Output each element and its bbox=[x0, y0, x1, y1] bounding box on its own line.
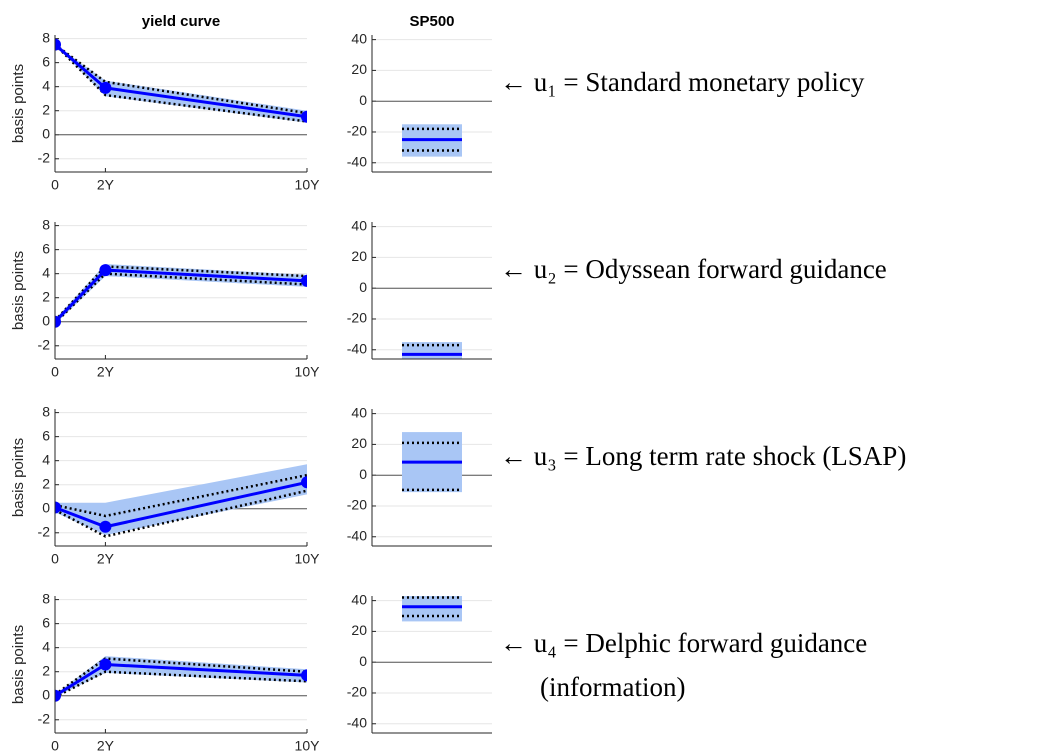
ci-line bbox=[55, 657, 307, 696]
y-tick-label: -40 bbox=[347, 714, 367, 730]
y-tick-label: 2 bbox=[42, 288, 50, 304]
y-tick-label: 40 bbox=[351, 591, 367, 607]
y-tick-label: 0 bbox=[42, 312, 50, 328]
y-tick-label: -40 bbox=[347, 340, 367, 356]
x-tick-label: 0 bbox=[51, 738, 59, 754]
y-tick-label: 40 bbox=[351, 30, 367, 46]
y-tick-label: 20 bbox=[351, 61, 367, 77]
y-tick-label: 6 bbox=[42, 614, 50, 630]
plot-area bbox=[55, 656, 307, 702]
y-tick-label: 20 bbox=[351, 622, 367, 638]
y-tick-label: 2 bbox=[42, 101, 50, 117]
y-tick-label: 0 bbox=[359, 466, 367, 482]
y-axis-label: basis points bbox=[10, 251, 27, 330]
y-tick-label: 0 bbox=[42, 499, 50, 515]
estimate-point bbox=[55, 38, 61, 51]
y-tick-label: -40 bbox=[347, 153, 367, 169]
x-tick-label: 0 bbox=[51, 364, 59, 380]
x-tick-label: 10Y bbox=[295, 738, 321, 754]
estimate-point bbox=[55, 315, 61, 328]
x-tick-label: 2Y bbox=[97, 551, 115, 567]
annotation: (information) bbox=[540, 672, 685, 702]
x-tick-label: 10Y bbox=[295, 551, 321, 567]
plot-area bbox=[402, 596, 462, 622]
x-tick-label: 2Y bbox=[97, 364, 115, 380]
y-tick-label: 8 bbox=[42, 216, 50, 232]
plot-area bbox=[55, 464, 307, 538]
y-tick-label: -20 bbox=[347, 123, 367, 139]
y-tick-label: 20 bbox=[351, 435, 367, 451]
confidence-band bbox=[402, 596, 462, 622]
y-tick-label: -20 bbox=[347, 497, 367, 513]
y-tick-label: 0 bbox=[42, 686, 50, 702]
y-tick-label: 4 bbox=[42, 638, 50, 654]
x-tick-label: 2Y bbox=[97, 177, 115, 193]
y-tick-label: 2 bbox=[42, 475, 50, 491]
estimate-point bbox=[55, 689, 61, 702]
plot-area bbox=[402, 432, 462, 493]
chart-title: yield curve bbox=[142, 13, 220, 30]
x-tick-label: 0 bbox=[51, 551, 59, 567]
estimate-point bbox=[99, 658, 112, 671]
confidence-band bbox=[55, 264, 307, 325]
estimate-point bbox=[301, 274, 307, 287]
y-tick-label: -20 bbox=[347, 684, 367, 700]
ci-line bbox=[55, 489, 307, 538]
estimate-point bbox=[99, 264, 112, 277]
x-tick-label: 10Y bbox=[295, 177, 321, 193]
plot-area bbox=[402, 124, 462, 157]
ci-line bbox=[55, 43, 307, 123]
y-tick-label: 8 bbox=[42, 403, 50, 419]
x-tick-label: 0 bbox=[51, 177, 59, 193]
y-tick-label: -40 bbox=[347, 527, 367, 543]
y-tick-label: 2 bbox=[42, 662, 50, 678]
plot-area bbox=[55, 264, 307, 328]
y-tick-label: 0 bbox=[359, 279, 367, 295]
estimate-point bbox=[99, 520, 112, 533]
annotation: ← u₂ = Odyssean forward guidance bbox=[500, 254, 887, 284]
confidence-band bbox=[55, 656, 307, 697]
y-axis-label: basis points bbox=[10, 625, 27, 704]
annotation: ← u₃ = Long term rate shock (LSAP) bbox=[500, 441, 906, 471]
confidence-band bbox=[55, 44, 307, 123]
annotation: ← u₄ = Delphic forward guidance bbox=[500, 628, 867, 658]
estimate-point bbox=[301, 110, 307, 123]
y-tick-label: -2 bbox=[38, 336, 51, 352]
estimate-point bbox=[301, 476, 307, 489]
y-tick-label: 6 bbox=[42, 240, 50, 256]
x-tick-label: 2Y bbox=[97, 738, 115, 754]
plot-area bbox=[402, 342, 462, 359]
annotation: ← u₁ = Standard monetary policy bbox=[500, 67, 865, 97]
y-tick-label: 0 bbox=[359, 653, 367, 669]
y-tick-label: 8 bbox=[42, 29, 50, 45]
y-tick-label: 4 bbox=[42, 451, 50, 467]
ci-line bbox=[55, 473, 307, 518]
y-tick-label: -2 bbox=[38, 523, 51, 539]
y-tick-label: 4 bbox=[42, 264, 50, 280]
y-tick-label: 40 bbox=[351, 404, 367, 420]
ci-line bbox=[55, 670, 307, 699]
y-tick-label: 20 bbox=[351, 248, 367, 264]
y-axis-label: basis points bbox=[10, 64, 27, 143]
chart-title: SP500 bbox=[409, 13, 454, 30]
y-tick-label: 6 bbox=[42, 427, 50, 443]
y-tick-label: -20 bbox=[347, 310, 367, 326]
y-tick-label: 40 bbox=[351, 217, 367, 233]
y-tick-label: 6 bbox=[42, 53, 50, 69]
plot-area bbox=[55, 38, 307, 123]
estimate-point bbox=[301, 669, 307, 682]
y-tick-label: 4 bbox=[42, 77, 50, 93]
confidence-band bbox=[55, 464, 307, 536]
y-tick-label: -2 bbox=[38, 149, 51, 165]
y-tick-label: 0 bbox=[359, 92, 367, 108]
y-axis-label: basis points bbox=[10, 438, 27, 517]
x-tick-label: 10Y bbox=[295, 364, 321, 380]
estimate-point bbox=[55, 501, 61, 514]
estimate-point bbox=[99, 81, 112, 94]
y-tick-label: 8 bbox=[42, 590, 50, 606]
y-tick-label: -2 bbox=[38, 710, 51, 726]
y-tick-label: 0 bbox=[42, 125, 50, 141]
ci-line bbox=[55, 43, 307, 115]
